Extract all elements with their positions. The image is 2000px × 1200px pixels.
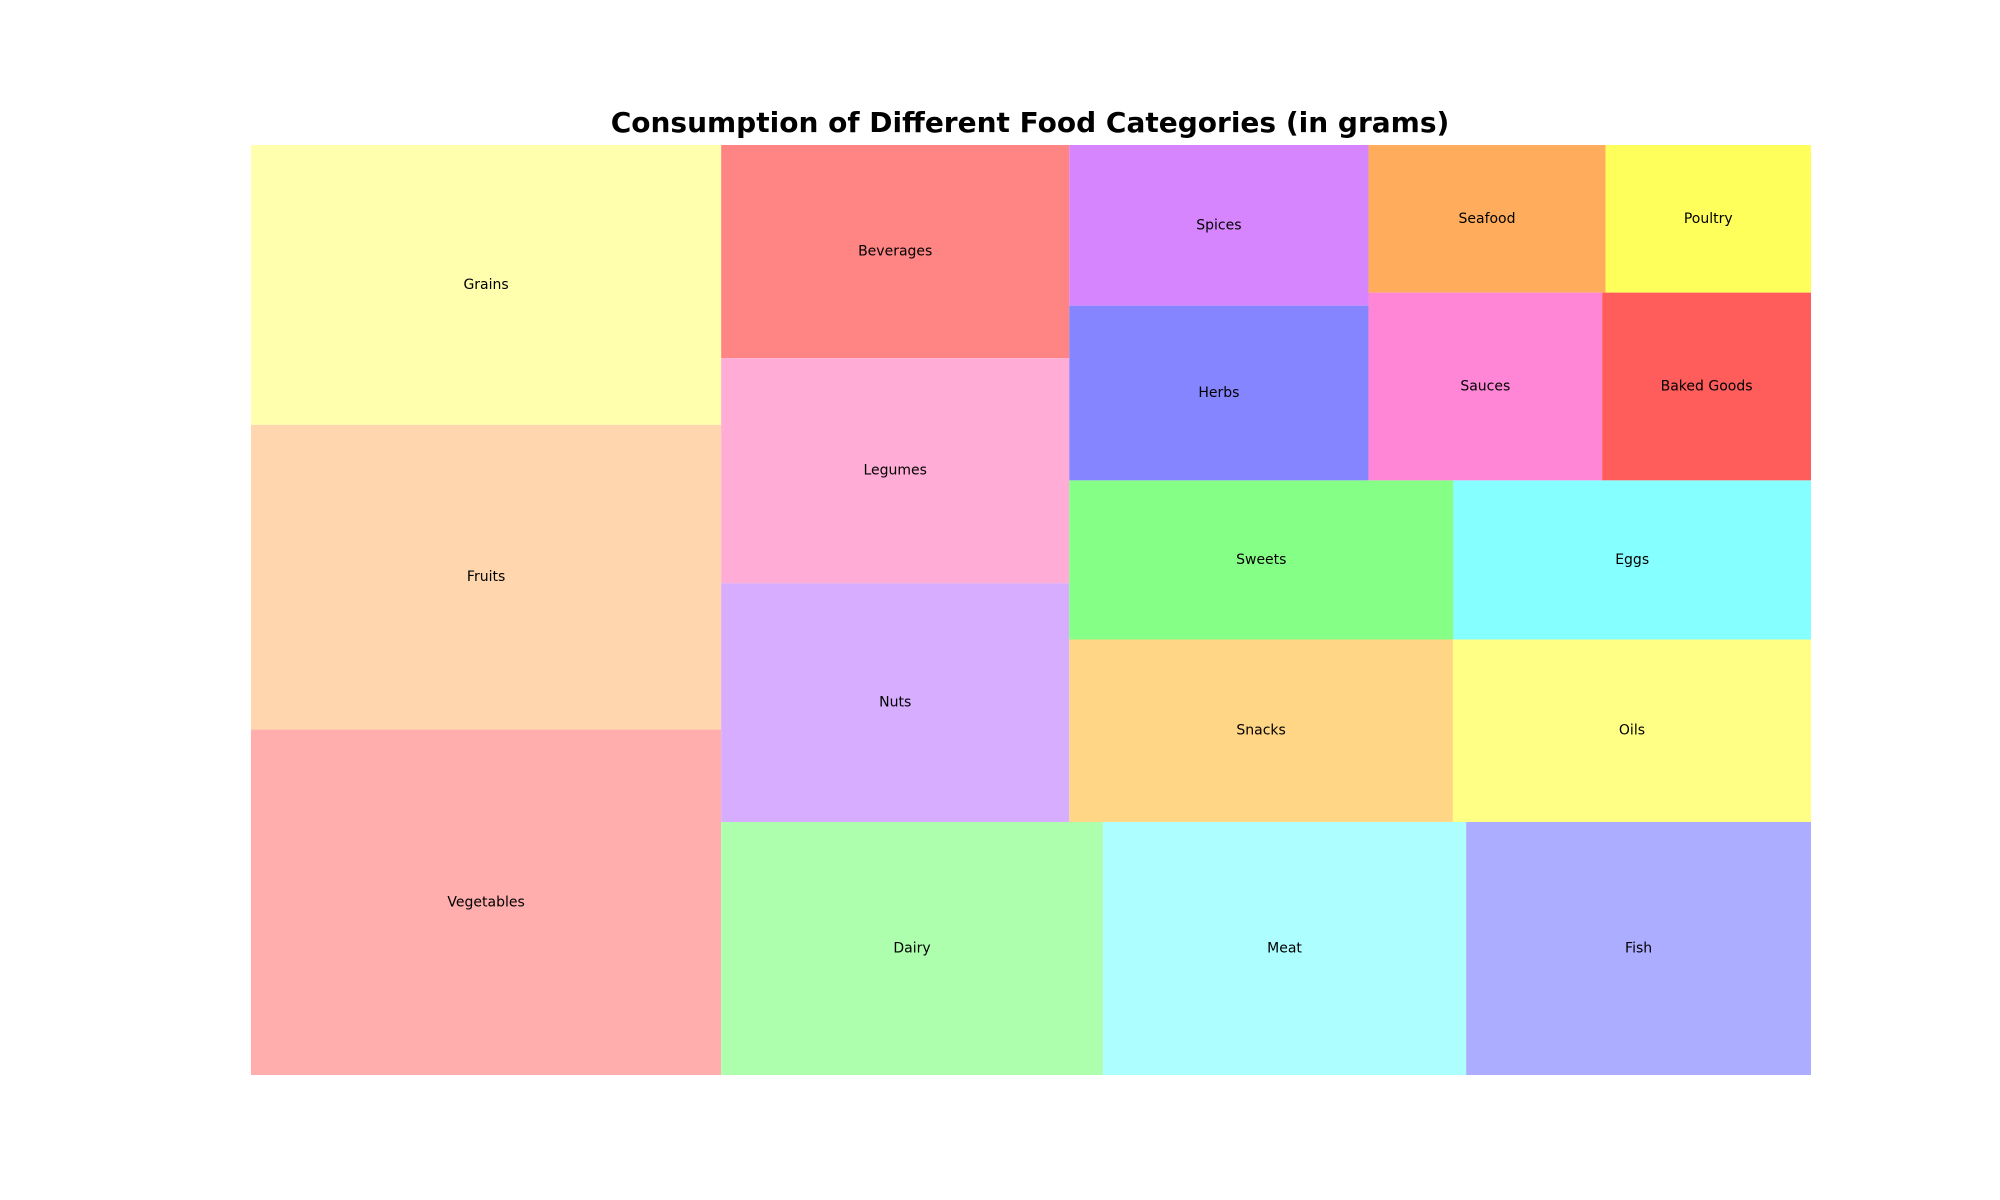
treemap-label-snacks: Snacks: [1236, 723, 1285, 739]
treemap-tile-spices: [1069, 145, 1369, 306]
treemap-tile-eggs: [1453, 480, 1811, 640]
treemap-label-herbs: Herbs: [1198, 385, 1239, 401]
treemap-label-baked-goods: Baked Goods: [1661, 378, 1753, 394]
treemap-label-sweets: Sweets: [1236, 552, 1286, 568]
treemap-tile-poultry: [1605, 145, 1811, 293]
treemap-label-poultry: Poultry: [1684, 211, 1733, 227]
treemap-tile-beverages: [721, 145, 1070, 359]
treemap-label-nuts: Nuts: [879, 695, 911, 711]
treemap-tile-dairy: [721, 821, 1103, 1075]
treemap-tile-nuts: [721, 583, 1070, 822]
treemap-tile-sweets: [1069, 480, 1454, 640]
treemap-tile-fruits: [251, 424, 722, 730]
treemap-tile-oils: [1452, 639, 1811, 822]
treemap-tile-snacks: [1069, 639, 1453, 822]
treemap-tile-baked-goods: [1602, 292, 1811, 481]
treemap-tile-grains: [251, 145, 722, 425]
treemap-label-vegetables: Vegetables: [447, 894, 524, 910]
treemap-label-eggs: Eggs: [1615, 552, 1649, 568]
treemap-label-legumes: Legumes: [863, 463, 926, 479]
treemap-label-dairy: Dairy: [893, 940, 930, 956]
treemap-tile-sauces: [1368, 292, 1603, 481]
treemap-label-sauces: Sauces: [1460, 378, 1510, 394]
chart-title: Consumption of Different Food Categories…: [610, 106, 1450, 139]
treemap-plot: Grains Fruits Vegetables Dairy Meat Fish Bever…: [251, 145, 1811, 1075]
treemap-label-grains: Grains: [463, 277, 508, 293]
treemap-tile-herbs: [1069, 305, 1369, 481]
treemap-tile-vegetables: [251, 729, 722, 1075]
treemap-tile-fish: [1466, 821, 1811, 1075]
treemap-label-spices: Spices: [1196, 217, 1241, 233]
treemap-tile-meat: [1102, 821, 1467, 1075]
treemap-label-seafood: Seafood: [1458, 211, 1515, 227]
treemap-tile-seafood: [1368, 145, 1606, 293]
treemap-label-oils: Oils: [1619, 723, 1645, 739]
treemap-tile-legumes: [721, 358, 1070, 584]
treemap-label-meat: Meat: [1267, 940, 1302, 956]
treemap-label-fish: Fish: [1625, 940, 1652, 956]
treemap-label-fruits: Fruits: [467, 569, 505, 585]
treemap-label-beverages: Beverages: [858, 244, 932, 260]
